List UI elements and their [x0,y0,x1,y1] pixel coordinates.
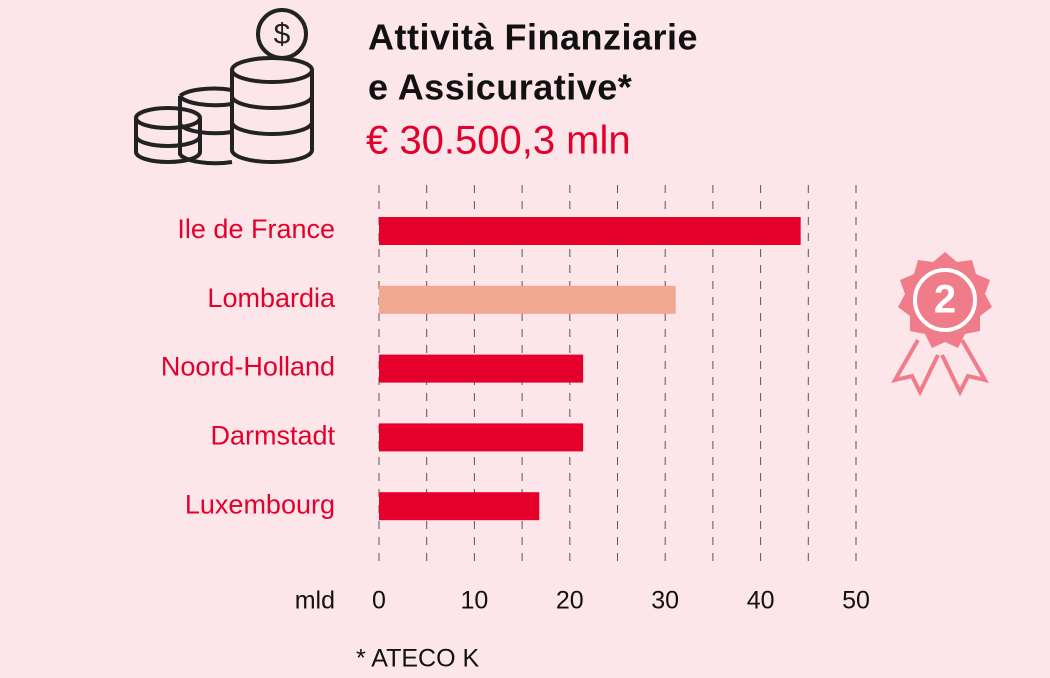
x-tick-label: 20 [556,587,584,615]
category-label: Ile de France [177,214,335,244]
x-tick-label: 50 [842,587,870,615]
category-label: Luxembourg [185,489,335,519]
x-tick-label: 40 [747,587,775,615]
category-label: Lombardia [207,283,336,313]
coins-icon [134,8,314,166]
badge-icon [890,252,992,397]
x-axis-label: mld [295,587,335,615]
bar [379,217,801,245]
bar [379,354,584,383]
dollar-sign: $ [274,18,291,51]
x-tick-label: 30 [651,587,679,615]
bar [379,492,540,521]
chart-title: e Assicurative* [368,67,632,108]
x-tick-label: 0 [372,587,386,615]
bar [379,285,676,314]
category-label: Noord-Holland [161,352,335,382]
footnote: * ATECO K [356,645,480,673]
badge-number: 2 [934,278,956,322]
x-tick-label: 10 [460,587,488,615]
bar [379,423,584,452]
category-label: Darmstadt [210,421,335,451]
chart-subtitle: € 30.500,3 mln [366,119,631,163]
chart-title: Attività Finanziarie [368,17,698,58]
